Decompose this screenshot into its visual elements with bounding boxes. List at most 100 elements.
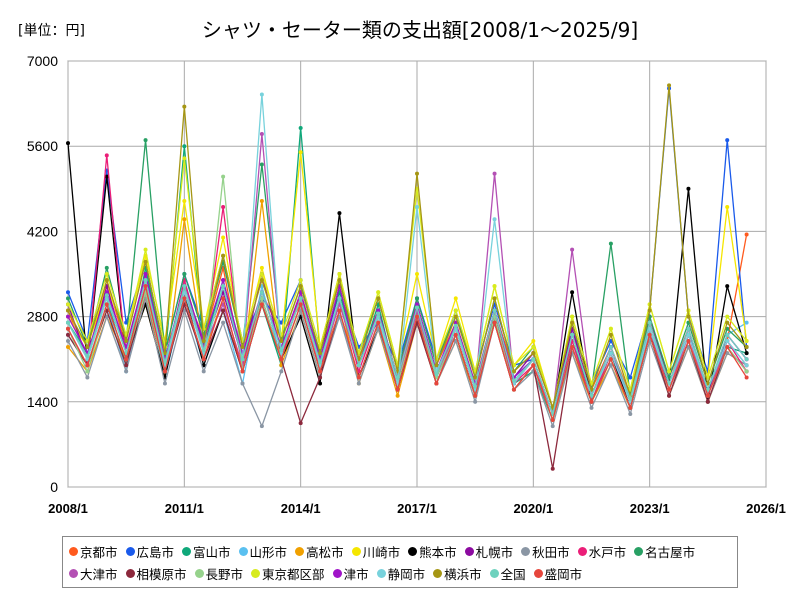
data-point <box>221 235 226 240</box>
data-point <box>162 381 167 386</box>
data-point <box>318 360 323 365</box>
data-point <box>318 381 323 386</box>
legend-marker-icon <box>194 568 204 578</box>
data-point <box>298 421 303 426</box>
data-point <box>725 351 730 356</box>
legend-label: 相模原市 <box>136 566 187 582</box>
data-point <box>356 363 361 368</box>
legend-label: 札幌市 <box>475 544 514 560</box>
data-point <box>259 92 264 97</box>
legend-label: 秋田市 <box>532 544 570 560</box>
data-point <box>725 332 730 337</box>
data-point <box>415 171 419 176</box>
data-point <box>395 387 400 392</box>
data-point <box>182 296 187 301</box>
legend-marker-icon <box>295 546 305 556</box>
data-point <box>492 308 497 313</box>
y-tick-label: 4200 <box>27 223 58 239</box>
data-point <box>376 296 381 301</box>
data-point <box>608 241 613 246</box>
data-point <box>550 424 555 429</box>
data-point <box>221 296 226 301</box>
x-tick-label: 2023/1 <box>630 501 670 516</box>
data-point <box>104 265 109 270</box>
data-point <box>318 375 323 380</box>
data-point <box>492 296 497 301</box>
x-tick-label: 2017/1 <box>397 501 437 516</box>
data-point <box>531 338 536 343</box>
data-point <box>318 369 323 374</box>
data-point <box>259 272 264 276</box>
data-point <box>628 396 633 401</box>
data-point <box>259 132 264 137</box>
data-point <box>744 357 749 362</box>
y-tick-label: 5600 <box>27 138 58 154</box>
data-point <box>434 372 439 377</box>
data-point <box>182 144 187 149</box>
legend-marker-icon <box>251 568 261 578</box>
data-point <box>201 357 206 362</box>
data-point <box>647 308 652 313</box>
legend-item: 大津市 <box>69 562 118 584</box>
legend-label: 津市 <box>343 566 369 582</box>
data-point <box>240 345 245 350</box>
data-point <box>667 83 672 88</box>
data-point <box>744 363 749 368</box>
data-point <box>725 314 730 319</box>
data-point <box>85 354 90 359</box>
data-point <box>725 205 730 210</box>
legend-item: 静岡市 <box>376 562 425 584</box>
data-point <box>705 393 710 398</box>
data-point <box>570 320 575 325</box>
data-point <box>221 320 226 325</box>
data-point <box>570 314 575 319</box>
data-point <box>356 381 361 386</box>
data-point <box>589 399 594 404</box>
legend-label: 京都市 <box>80 544 118 560</box>
data-point <box>318 351 323 356</box>
data-point <box>550 466 555 471</box>
data-point <box>725 338 730 343</box>
legend-label: 全国 <box>500 566 526 582</box>
data-point <box>570 332 575 337</box>
data-point <box>298 284 303 289</box>
data-point <box>550 418 555 423</box>
legend-marker-icon <box>332 568 342 578</box>
legend-item: 名古屋市 <box>634 540 695 562</box>
data-point <box>492 284 497 289</box>
data-point <box>744 375 749 380</box>
data-point <box>415 272 419 276</box>
legend-marker-icon <box>577 546 587 556</box>
data-point <box>85 375 90 380</box>
legend-item: 広島市 <box>125 540 175 562</box>
data-point <box>725 138 730 143</box>
data-point <box>744 338 749 343</box>
data-point <box>608 363 613 368</box>
data-point <box>298 296 303 301</box>
data-point <box>124 369 129 374</box>
data-point <box>376 311 381 316</box>
legend-item: 津市 <box>332 562 369 584</box>
legend-marker-icon <box>125 546 135 556</box>
data-point <box>66 290 70 295</box>
data-point <box>66 338 70 343</box>
data-point <box>473 375 478 380</box>
data-point <box>376 308 381 313</box>
data-point <box>356 375 361 380</box>
data-point <box>85 369 90 374</box>
legend-label: 盛岡市 <box>544 566 583 582</box>
legend-label: 広島市 <box>136 544 175 560</box>
data-point <box>66 332 70 337</box>
data-point <box>725 320 730 325</box>
series-盛岡市 <box>66 284 749 423</box>
legend-item: 水戸市 <box>577 540 626 562</box>
data-point <box>667 381 672 386</box>
legend-marker-icon <box>433 568 443 578</box>
data-point <box>221 253 226 258</box>
data-point <box>182 104 187 109</box>
data-point <box>744 369 749 374</box>
data-point <box>143 259 148 264</box>
legend-item: 長野市 <box>194 562 243 584</box>
data-point <box>279 348 284 353</box>
